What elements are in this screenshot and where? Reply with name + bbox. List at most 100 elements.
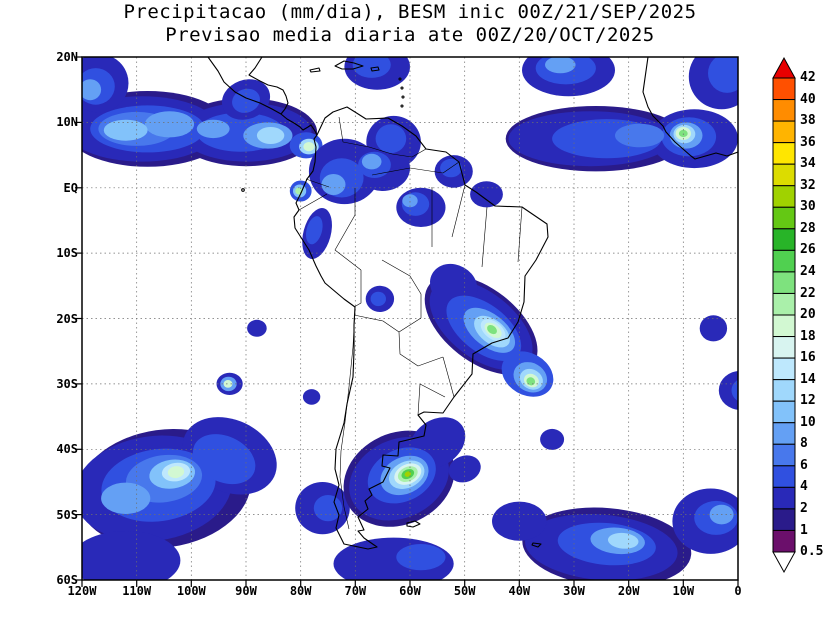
- colorbar-tick-label: 28: [800, 220, 816, 236]
- x-tick-label: 80W: [289, 584, 312, 598]
- y-tick-label: 10N: [56, 115, 78, 130]
- x-tick-label: 40W: [508, 584, 531, 598]
- colorbar-segment: [772, 120, 796, 144]
- border-colombia-venezuela: [338, 116, 370, 148]
- island-lesser-antilles: [400, 104, 404, 108]
- border-brazil-states-4: [451, 184, 466, 238]
- coastline-south-america: [293, 106, 549, 550]
- x-tick-label: 120W: [67, 584, 97, 598]
- island-jamaica: [309, 67, 321, 73]
- x-tick-label: 0: [734, 584, 742, 598]
- colorbar-tick-labels: 42 40 38 36 34 32 30 28 26 24 22 20 18 16 14 12 10 8 6 4 2 1 0…: [800, 52, 825, 592]
- coastline-central-america-pacific: [207, 57, 318, 136]
- y-tick-label: 10S: [56, 246, 78, 261]
- border-brazil-north: [371, 161, 460, 176]
- precip-region-south-atlantic-storm-track: [607, 532, 639, 549]
- island-lesser-antilles: [398, 77, 402, 81]
- colorbar-tick-label: 16: [800, 350, 816, 366]
- axis-ticks: [75, 56, 739, 587]
- colorbar-tick-label: 0.5: [800, 544, 824, 559]
- colorbar-over-arrow: [772, 56, 796, 79]
- precip-region-atlantic-itcz: [615, 123, 665, 148]
- colorbar-tick-label: 1: [800, 522, 808, 538]
- colorbar-tick-label: 30: [800, 199, 816, 215]
- border-chile-argentina: [339, 308, 356, 530]
- precip-region-right-edge-subtropics: [731, 379, 738, 401]
- colorbar-tick-label: 2: [800, 500, 808, 516]
- x-tick-label: 100W: [176, 584, 206, 598]
- map-plot: [75, 56, 739, 587]
- colorbar-tick-label: 20: [800, 307, 816, 322]
- colorbar-tick-label: 34: [800, 156, 816, 172]
- colorbar-segment: [772, 99, 796, 122]
- colorbar-segment: [772, 185, 796, 208]
- colorbar-segment: [772, 508, 796, 531]
- precip-region-andes-peru: [305, 216, 323, 245]
- precip-region-central-atlantic-north: [545, 57, 576, 74]
- border-ecuador-peru: [298, 193, 328, 211]
- y-tick-label: 20N: [56, 50, 78, 64]
- title-line-2: Previsao media diaria ate 00Z/20/OCT/202…: [165, 24, 655, 46]
- precip-region-right-edge-subtropics: [699, 315, 728, 342]
- colorbar-tick-label: 6: [800, 457, 808, 473]
- colorbar-segment: [772, 228, 796, 251]
- colorbar-segment: [772, 379, 796, 402]
- colorbar-tick-label: 26: [800, 242, 816, 258]
- colorbar-segment: [772, 142, 796, 165]
- y-tick-label: 50S: [56, 507, 78, 522]
- precip-region-right-edge-subtropics: [718, 370, 738, 410]
- colorbar-segment: [772, 465, 796, 488]
- border-uruguay: [417, 383, 446, 416]
- border-venezuela-guyana: [368, 146, 427, 158]
- border-brazil-argentina: [442, 356, 455, 398]
- colorbar: [772, 56, 796, 574]
- coastline-central-america-caribbean: [248, 57, 289, 115]
- precip-region-south-pacific-storm-track: [82, 531, 181, 580]
- colorbar-segment: [772, 163, 796, 187]
- precip-region-southeast-pacific-spot: [223, 380, 233, 388]
- precip-region-south-pacific-storm-track: [101, 482, 151, 514]
- precip-region-south-pacific-storm-track: [167, 466, 185, 479]
- border-bolivia-brazil: [381, 259, 422, 318]
- island-puerto-rico: [370, 66, 380, 72]
- colorbar-segment: [772, 357, 796, 381]
- colorbar-under-arrow: [772, 551, 796, 574]
- precip-region-scattered-small: [247, 319, 267, 337]
- colorbar-tick-label: 4: [800, 479, 808, 495]
- precip-region-scattered-small: [302, 389, 321, 405]
- precip-region-amazon-northwest: [321, 174, 346, 195]
- y-tick-label: 40S: [56, 442, 78, 457]
- y-tick-label: 30S: [56, 376, 78, 391]
- island-lesser-antilles: [401, 95, 405, 99]
- colorbar-tick-label: 36: [800, 134, 816, 150]
- x-tick-label: 60W: [399, 584, 421, 598]
- precip-region-argentina-low: [404, 471, 411, 477]
- border-brazil-states-3: [517, 206, 523, 263]
- colorbar-segment: [772, 249, 796, 273]
- x-tick-label: 70W: [344, 584, 367, 598]
- colorbar-segment: [772, 206, 796, 230]
- y-tick-label: 60S: [56, 573, 78, 587]
- precip-region-pacific-itcz: [103, 119, 148, 141]
- colorbar-segment: [772, 443, 796, 467]
- x-tick-label: 10W: [672, 584, 695, 598]
- precip-region-amazon-northwest: [361, 153, 382, 170]
- precip-region-amazon-central: [402, 194, 418, 208]
- precip-region-pacific-itcz: [144, 111, 195, 138]
- colorbar-tick-label: 32: [800, 177, 816, 193]
- colorbar-tick-label: 24: [800, 263, 816, 279]
- colorbar-tick-label: 22: [800, 285, 816, 301]
- y-tick-label: 20S: [56, 311, 78, 326]
- precip-region-sacz-southeast-brazil: [526, 377, 536, 386]
- x-tick-label: 50W: [453, 584, 476, 598]
- island-lesser-antilles: [400, 86, 404, 90]
- island-hispaniola: [334, 60, 364, 70]
- colorbar-segment: [772, 336, 796, 359]
- precip-region-amazon-central: [470, 181, 503, 208]
- colorbar-tick-label: 40: [800, 91, 816, 107]
- x-tick-label: 90W: [235, 584, 257, 598]
- island-falklands: [406, 520, 421, 528]
- precip-region-bolivia: [370, 291, 386, 307]
- precip-region-northeast-pacific-corner: [82, 79, 102, 101]
- island-galapagos: [241, 188, 245, 192]
